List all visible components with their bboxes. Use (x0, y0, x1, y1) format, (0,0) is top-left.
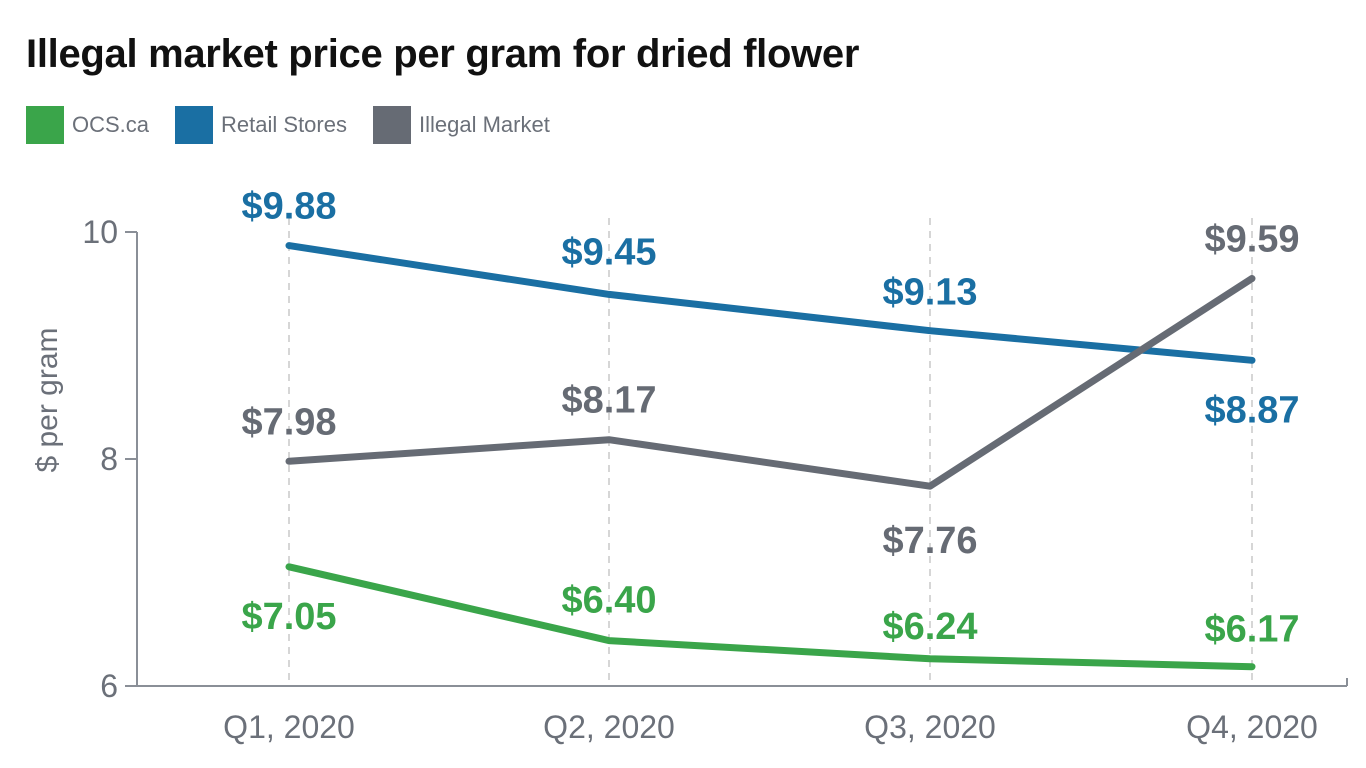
y-tick-label-6: 6 (100, 668, 118, 704)
legend-swatch-retail-stores (175, 106, 214, 144)
legend-label-illegal-market: Illegal Market (418, 112, 550, 137)
legend: OCS.ca Retail Stores Illegal Market (26, 106, 576, 144)
x-tick-label-3: Q3, 2020 (864, 709, 996, 745)
series-line-illegal-market (285, 275, 1256, 490)
x-tick-label-2: Q2, 2020 (543, 709, 675, 745)
data-label-ocs-1: $7.05 (241, 596, 336, 638)
legend-swatch-illegal-market (372, 106, 411, 144)
legend-item-ocs: OCS.ca (26, 106, 149, 144)
data-label-illegal-market-2: $8.17 (561, 380, 656, 422)
legend-label-retail-stores: Retail Stores (221, 112, 347, 137)
legend-item-illegal-market: Illegal Market (372, 106, 550, 144)
series-line-ocs (285, 563, 1256, 671)
data-label-illegal-market-3: $7.76 (882, 520, 977, 562)
series-line-retail-stores (285, 242, 1256, 364)
legend-swatch-ocs (26, 106, 64, 144)
data-label-retail-stores-4: $8.87 (1204, 389, 1299, 431)
legend-label-ocs: OCS.ca (72, 112, 150, 137)
data-label-retail-stores-2: $9.45 (561, 231, 656, 273)
data-label-ocs-4: $6.17 (1204, 609, 1299, 651)
data-label-retail-stores-3: $9.13 (882, 272, 977, 314)
data-label-ocs-2: $6.40 (561, 580, 656, 622)
x-tick-label-1: Q1, 2020 (223, 709, 355, 745)
data-label-illegal-market-4: $9.59 (1204, 219, 1299, 261)
data-label-illegal-market-1: $7.98 (241, 401, 336, 443)
chart-title: Illegal market price per gram for dried … (26, 32, 860, 76)
x-tick-label-4: Q4, 2020 (1186, 709, 1318, 745)
data-label-retail-stores-1: $9.88 (241, 186, 336, 228)
y-axis-title: $ per gram (31, 327, 64, 472)
y-tick-label-8: 8 (100, 441, 118, 477)
y-tick-label-10: 10 (82, 214, 118, 250)
legend-item-retail-stores: Retail Stores (175, 106, 347, 144)
data-label-ocs-3: $6.24 (882, 606, 977, 648)
